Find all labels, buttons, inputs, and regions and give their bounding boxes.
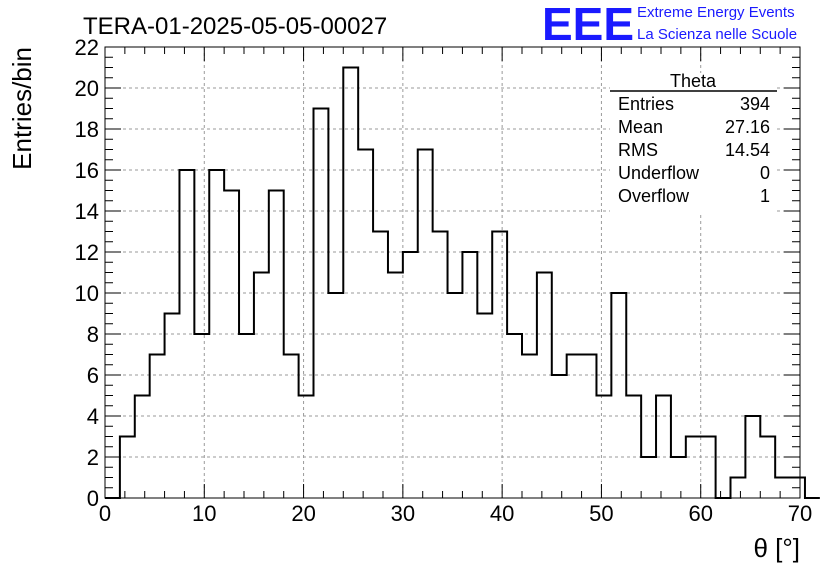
y-tick-label: 18 bbox=[75, 117, 99, 142]
stats-row-value: 394 bbox=[740, 94, 770, 114]
y-axis-label: Entries/bin bbox=[7, 47, 37, 170]
histogram-bin bbox=[254, 273, 269, 499]
histogram-bin bbox=[165, 314, 180, 499]
histogram-bin bbox=[731, 478, 746, 499]
x-tick-label: 30 bbox=[391, 501, 415, 526]
stats-box-background bbox=[610, 73, 777, 212]
histogram-bin bbox=[418, 150, 433, 499]
x-tick-label: 70 bbox=[788, 501, 812, 526]
stats-row-value: 1 bbox=[760, 186, 770, 206]
y-tick-label: 22 bbox=[75, 35, 99, 60]
x-tick-label: 20 bbox=[291, 501, 315, 526]
stats-box: Theta Entries 394 Mean 27.16 RMS 14.54 Underfl… bbox=[610, 71, 777, 212]
histogram-bin bbox=[284, 355, 299, 499]
histogram-bin bbox=[343, 68, 358, 499]
chart-title: TERA-01-2025-05-05-00027 bbox=[83, 13, 387, 40]
y-tick-label: 4 bbox=[87, 404, 99, 429]
histogram-bin bbox=[358, 150, 373, 499]
histogram-bin bbox=[135, 396, 150, 499]
x-tick-label: 60 bbox=[688, 501, 712, 526]
histogram-bin bbox=[611, 293, 626, 498]
y-tick-label: 0 bbox=[87, 486, 99, 511]
histogram-bin bbox=[299, 396, 314, 499]
histogram-bin bbox=[433, 232, 448, 499]
histogram-bin bbox=[477, 314, 492, 499]
stats-row-label: Entries bbox=[618, 94, 674, 114]
histogram-bin bbox=[656, 396, 671, 499]
histogram-bin bbox=[224, 191, 239, 499]
x-axis-label: θ [°] bbox=[753, 533, 800, 563]
histogram-bin bbox=[641, 457, 656, 498]
y-tick-label: 2 bbox=[87, 445, 99, 470]
histogram-bin bbox=[760, 437, 775, 499]
histogram-bin bbox=[314, 109, 329, 499]
histogram-bin bbox=[388, 273, 403, 499]
stats-row-label: Mean bbox=[618, 117, 663, 137]
histogram-bin bbox=[552, 375, 567, 498]
histogram-bin bbox=[522, 355, 537, 499]
x-tick-label: 0 bbox=[99, 501, 111, 526]
x-tick-label: 40 bbox=[490, 501, 514, 526]
eee-logo-line2: La Scienza nelle Scuole bbox=[637, 26, 797, 43]
histogram-outline bbox=[105, 66, 820, 499]
histogram-bin bbox=[775, 478, 790, 499]
histogram-bin bbox=[120, 437, 135, 499]
histogram-bin bbox=[626, 396, 641, 499]
y-tick-label: 10 bbox=[75, 281, 99, 306]
histogram-bin bbox=[448, 293, 463, 498]
stats-row-label: Underflow bbox=[618, 163, 700, 183]
histogram-bin bbox=[596, 396, 611, 499]
histogram-bars bbox=[105, 66, 820, 499]
stats-row-label: Overflow bbox=[618, 186, 690, 206]
histogram-bin bbox=[671, 457, 686, 498]
stats-row-value: 0 bbox=[760, 163, 770, 183]
axis-ticks bbox=[104, 46, 801, 499]
y-tick-label: 14 bbox=[75, 199, 99, 224]
y-tick-label: 16 bbox=[75, 158, 99, 183]
eee-logo-mark: EEE bbox=[542, 0, 634, 50]
histogram-bin bbox=[686, 437, 701, 499]
histogram-bin bbox=[150, 355, 165, 499]
eee-logo-line1: Extreme Energy Events bbox=[637, 4, 795, 21]
eee-logo: EEE Extreme Energy Events La Scienza nel… bbox=[542, 0, 797, 50]
x-tick-label: 50 bbox=[589, 501, 613, 526]
y-tick-label: 6 bbox=[87, 363, 99, 388]
histogram-bin bbox=[567, 355, 582, 499]
histogram-bin bbox=[179, 170, 194, 498]
y-tick-label: 20 bbox=[75, 76, 99, 101]
stats-title: Theta bbox=[670, 71, 717, 91]
histogram-bin bbox=[373, 232, 388, 499]
y-tick-label: 8 bbox=[87, 322, 99, 347]
histogram-bin bbox=[492, 232, 507, 499]
stats-row-value: 14.54 bbox=[725, 140, 770, 160]
stats-row-value: 27.16 bbox=[725, 117, 770, 137]
histogram-bin bbox=[701, 437, 716, 499]
histogram-bin bbox=[462, 252, 477, 498]
histogram-bin bbox=[582, 355, 597, 499]
x-tick-labels: 0 10 20 30 40 50 60 70 bbox=[99, 501, 812, 526]
y-tick-label: 12 bbox=[75, 240, 99, 265]
histogram-bin bbox=[269, 191, 284, 499]
histogram-bin bbox=[328, 293, 343, 498]
histogram-bin bbox=[537, 273, 552, 499]
y-tick-labels: 0 2 4 6 8 10 12 14 16 18 20 22 bbox=[75, 35, 99, 511]
stats-rows: Entries 394 Mean 27.16 RMS 14.54 Underflow 0 Ove… bbox=[618, 94, 770, 206]
x-tick-label: 10 bbox=[192, 501, 216, 526]
stats-row-label: RMS bbox=[618, 140, 658, 160]
